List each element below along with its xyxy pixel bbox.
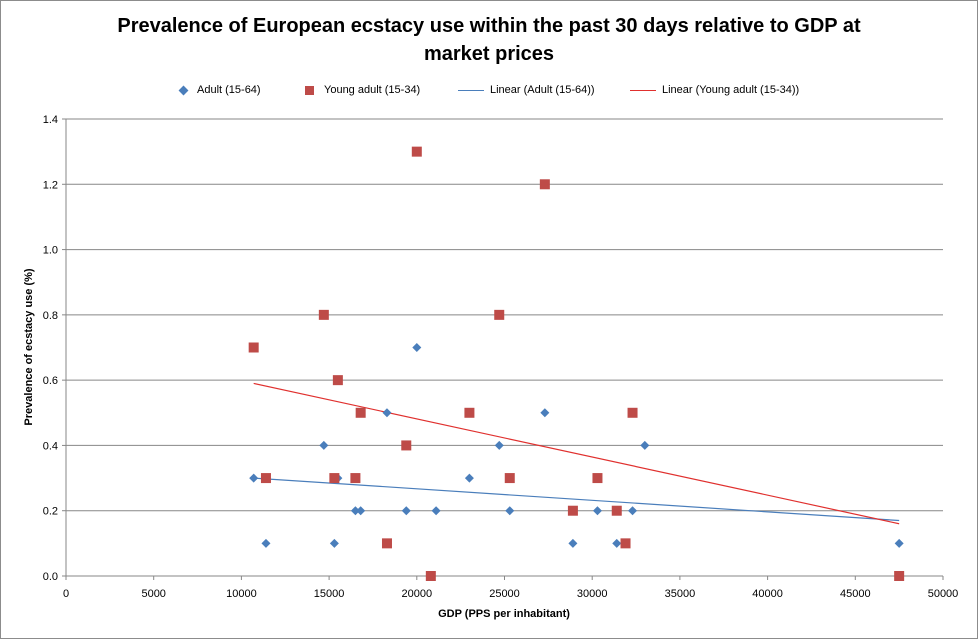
young-adult-data-point [425,571,436,581]
adult-data-point [540,408,550,418]
adult-data-point [505,506,515,516]
chart-title-line-1: Prevalence of European ecstacy use withi… [117,15,861,37]
young-adult-data-point [611,505,622,516]
chart-title: Prevalence of European ecstacy use withi… [0,12,978,68]
y-tick-label: 1.0 [43,245,58,257]
young-adult-data-point [411,146,422,157]
y-tick-label: 0.2 [43,506,58,518]
legend-item-linear-young-adult: Linear (Young adult (15-34)) [630,84,799,96]
adult-data-point [568,538,578,548]
adult-data-point [412,343,422,352]
legend-label-linear-young-adult: Linear (Young adult (15-34)) [662,84,800,96]
young-adult-data-point [329,473,340,484]
trendlines [253,382,900,525]
legend-item-adult: Adult (15-64) [178,84,261,96]
x-tick-label: 25000 [489,588,520,600]
adult-data-point [612,538,622,548]
x-tick-label: 35000 [665,588,696,600]
adult-data-point [640,440,650,450]
y-tick-label: 1.2 [43,179,58,191]
trendline-2 [253,477,900,522]
adult-data-point [494,440,504,450]
x-tick-label: 30000 [577,588,608,600]
young-adult-data-point [504,473,515,484]
young-adult-data-point [318,309,329,320]
legend-label-young-adult: Young adult (15-34) [324,84,421,96]
x-tick-label: 15000 [314,588,345,600]
adult-data-point [464,473,474,483]
young-adult-data-point [627,407,638,418]
adult-data-point [431,506,441,516]
young-adult-data-point [401,440,412,451]
y-tick-label: 0.4 [43,440,58,452]
x-tick-label: 20000 [402,588,433,600]
young-adult-data-point [592,473,603,484]
adult-data-point [319,440,329,450]
adult-data-point [350,506,360,516]
young-adult-data-point [464,407,475,418]
adult-data-point [592,506,602,516]
chart-title-line-2: market prices [423,43,555,65]
young-adult-data-point [381,538,392,549]
adult-data-point [329,538,339,548]
young-adult-data-point [494,309,505,320]
y-tick-labels: 0.0 0.2 0.4 0.6 0.8 1.0 1.2 1.4 [43,114,58,583]
y-tick-label: 1.4 [43,114,58,126]
x-tick-label: 50000 [928,588,959,600]
trendline-3 [253,382,900,525]
x-tick-label: 40000 [752,588,783,600]
gridlines [66,118,943,512]
axes [62,118,944,580]
legend: Adult (15-64) Young adult (15-34) Linear… [0,84,978,100]
adult-data-point [261,538,271,548]
x-tick-label: 0 [63,588,69,600]
red-line-icon [630,89,656,91]
blue-line-icon [458,89,484,91]
y-axis-label: Prevalence of ecstacy use (%) [23,268,35,425]
x-tick-label: 5000 [141,588,165,600]
young-adult-data-point [620,538,631,549]
adult-data-point [401,506,411,516]
adult-data-point [249,473,259,483]
y-tick-label: 0.8 [43,310,58,322]
y-tick-label: 0.0 [43,571,58,583]
young-adult-data-point [260,473,271,484]
x-axis-label: GDP (PPS per inhabitant) [438,608,570,620]
adult-data-point [628,506,638,516]
young-adult-data-point [567,505,578,516]
young-adult-data-point [355,407,366,418]
adult-data-point [894,538,904,548]
x-tick-label: 45000 [840,588,871,600]
young-adult-data-point [539,179,550,190]
legend-label-linear-adult: Linear (Adult (15-64)) [490,84,595,96]
x-tick-label: 10000 [226,588,257,600]
data-points [248,146,905,581]
adult-data-point [382,408,392,418]
square-marker-icon [305,85,314,95]
y-tick-label: 0.6 [43,375,58,387]
young-adult-data-point [894,571,905,581]
x-tick-labels: 0 5000 10000 15000 20000 25000 30000 35000 40000… [63,588,958,600]
young-adult-data-point [332,375,343,386]
adult-data-point [356,506,366,516]
young-adult-data-point [248,342,259,353]
legend-item-young-adult: Young adult (15-34) [305,84,420,96]
legend-label-adult: Adult (15-64) [197,84,261,96]
young-adult-data-point [350,473,361,484]
legend-item-linear-adult: Linear (Adult (15-64)) [458,84,595,96]
